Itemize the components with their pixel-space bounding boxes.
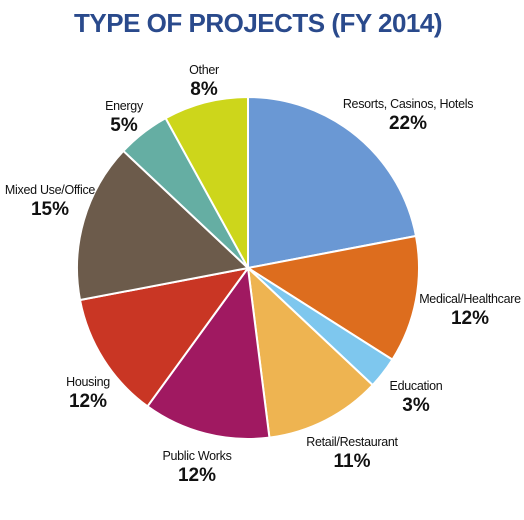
slice-value-resorts-casinos-hotels: 22%: [389, 113, 427, 134]
slice-label-public-works: Public Works: [162, 449, 231, 463]
slice-value-mixed-use-office: 15%: [31, 199, 69, 220]
pie-slices: [76, 96, 420, 440]
slice-label-education: Education: [390, 379, 443, 393]
slice-value-medical-healthcare: 12%: [451, 308, 489, 329]
slice-label-medical-healthcare: Medical/Healthcare: [419, 292, 521, 306]
slice-value-other: 8%: [190, 79, 218, 100]
pie-labels: Resorts, Casinos, Hotels 22% Medical/Healt…: [5, 63, 522, 486]
slice-value-retail-restaurant: 11%: [334, 451, 371, 472]
slice-value-energy: 5%: [110, 115, 138, 136]
slice-label-resorts-casinos-hotels: Resorts, Casinos, Hotels: [343, 97, 473, 111]
slice-label-energy: Energy: [105, 99, 144, 113]
slice-label-housing: Housing: [66, 375, 110, 389]
pie-slice-medical-healthcare: [247, 234, 420, 361]
chart-title: TYPE OF PROJECTS (FY 2014): [74, 8, 442, 38]
slice-value-housing: 12%: [69, 391, 107, 412]
slice-value-education: 3%: [402, 395, 430, 416]
pie-slice-resorts-casinos-hotels: [247, 96, 417, 269]
slice-label-mixed-use-office: Mixed Use/Office: [5, 183, 95, 197]
slice-value-public-works: 12%: [178, 465, 216, 486]
pie-slice-other: [164, 96, 249, 269]
pie-slice-mixed-use-office: [76, 149, 249, 302]
slice-label-retail-restaurant: Retail/Restaurant: [306, 435, 398, 449]
pie-slice-public-works: [146, 267, 271, 440]
slice-label-other: Other: [189, 63, 219, 77]
pie-slice-retail-restaurant: [247, 267, 374, 439]
pie-slice-housing: [79, 267, 249, 408]
